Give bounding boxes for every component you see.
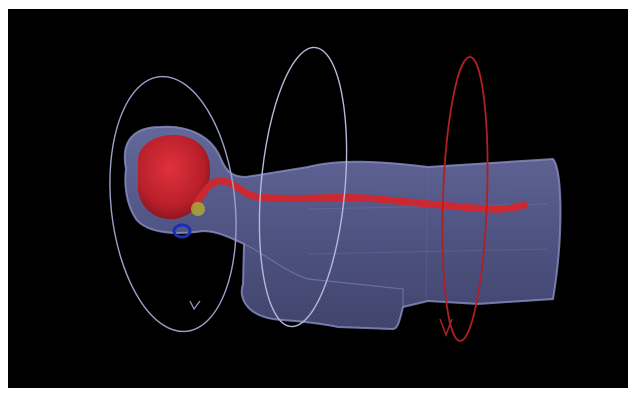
ring-chest bbox=[258, 46, 348, 328]
brain-structure bbox=[137, 135, 211, 220]
spinal-cord bbox=[192, 177, 528, 213]
yellow-marker bbox=[191, 202, 205, 216]
ring-red bbox=[441, 56, 489, 342]
blue-marker bbox=[172, 223, 192, 239]
body-model-render bbox=[109, 46, 562, 342]
ring-red-arrow bbox=[439, 318, 453, 338]
ring-head-arrow bbox=[189, 300, 201, 311]
ring-head bbox=[109, 75, 237, 333]
3d-viewport[interactable] bbox=[8, 9, 628, 388]
